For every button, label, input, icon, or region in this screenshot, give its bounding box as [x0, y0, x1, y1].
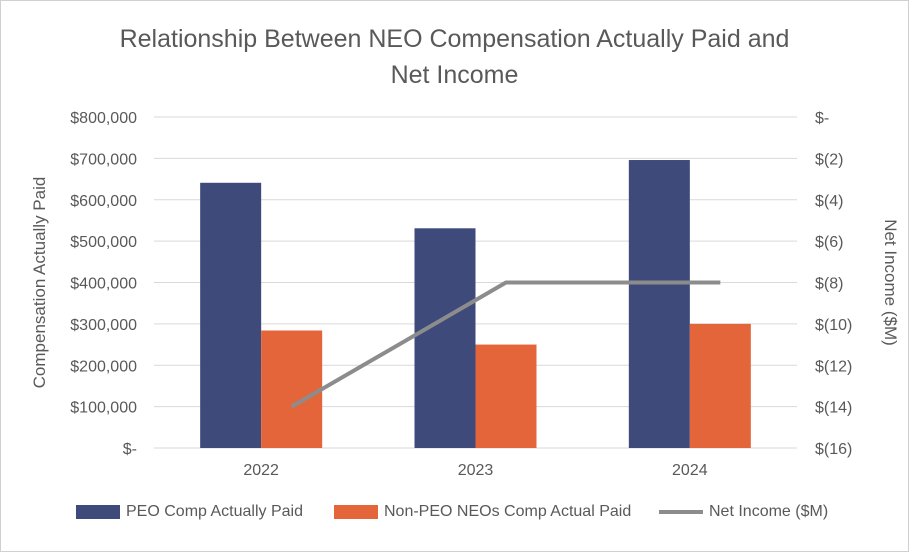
legend-label-peo: PEO Comp Actually Paid	[126, 503, 303, 520]
y-tick-label: $300,000	[70, 317, 137, 334]
bar-non-peo	[261, 330, 323, 448]
chart-legend: PEO Comp Actually Paid Non-PEO NEOs Comp…	[0, 503, 909, 527]
y2-tick-label: $(16)	[815, 441, 852, 458]
legend-item-peo: PEO Comp Actually Paid	[76, 503, 303, 521]
x-tick-label: 2023	[458, 462, 494, 479]
y2-axis-title: Net Income ($M)	[881, 219, 900, 346]
y2-tick-label: $-	[815, 110, 829, 127]
legend-item-net-income: Net Income ($M)	[659, 503, 828, 521]
legend-item-non-peo: Non-PEO NEOs Comp Actual Paid	[334, 503, 631, 521]
y-tick-label: $-	[123, 441, 137, 458]
y-tick-label: $700,000	[70, 151, 137, 168]
bar-non-peo	[689, 323, 751, 448]
y-tick-label: $200,000	[70, 358, 137, 375]
y-tick-label: $800,000	[70, 110, 137, 127]
bar-peo	[200, 182, 262, 448]
y2-tick-label: $(12)	[815, 358, 852, 375]
y-tick-label: $500,000	[70, 234, 137, 251]
legend-swatch-non-peo	[334, 505, 378, 519]
chart-title-line-2: Net Income	[390, 61, 519, 89]
legend-label-net-income: Net Income ($M)	[709, 503, 829, 520]
y2-tick-label: $(4)	[815, 193, 843, 210]
x-tick-label: 2022	[243, 462, 279, 479]
y2-tick-label: $(2)	[815, 151, 843, 168]
y-tick-label: $400,000	[70, 276, 137, 293]
y-tick-label: $100,000	[70, 400, 137, 417]
x-tick-label: 2024	[672, 462, 708, 479]
bar-non-peo	[475, 344, 537, 448]
legend-swatch-peo	[76, 505, 120, 519]
y2-tick-label: $(14)	[815, 400, 852, 417]
legend-label-non-peo: Non-PEO NEOs Comp Actual Paid	[384, 503, 632, 520]
y2-tick-label: $(8)	[815, 276, 843, 293]
y-tick-label: $600,000	[70, 193, 137, 210]
y-axis-title: Compensation Actually Paid	[30, 177, 49, 389]
y2-tick-label: $(6)	[815, 234, 843, 251]
bar-peo	[628, 160, 690, 448]
net-income-line	[290, 280, 721, 409]
bar-peo	[414, 228, 476, 448]
chart-title-line-1: Relationship Between NEO Compensation Ac…	[119, 25, 790, 53]
legend-swatch-net-income	[659, 510, 703, 514]
y2-tick-label: $(10)	[815, 317, 852, 334]
